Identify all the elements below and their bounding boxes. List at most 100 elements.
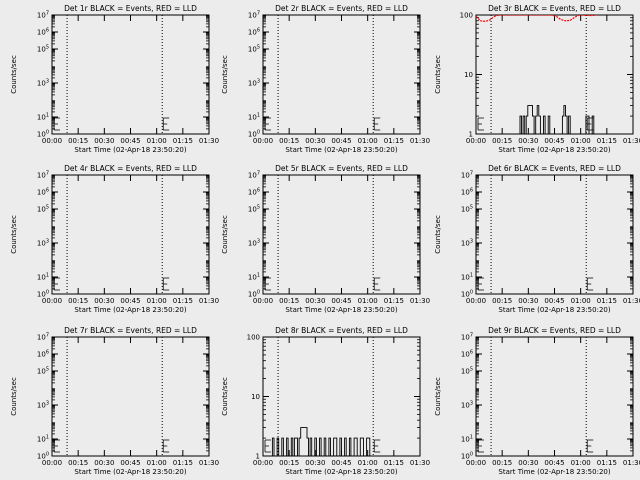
chart-panel: Det 4r BLACK = Events, RED = LLD 100 101 10…: [10, 164, 219, 314]
y-tick-label: 107: [461, 171, 473, 180]
x-tick-label: 00:30: [518, 459, 538, 467]
x-tick-label: 01:00: [147, 459, 167, 467]
event-marker: [373, 439, 381, 453]
chart-title: Det 7r BLACK = Events, RED = LLD: [64, 326, 197, 335]
y-tick-label: 101: [248, 273, 260, 282]
y-axis-label: Counts/sec: [10, 377, 18, 416]
x-axis-label: Start Time (02-Apr-18 23:50:20): [498, 468, 610, 476]
chart-title: Det 1r BLACK = Events, RED = LLD: [64, 4, 197, 13]
chart-title: Det 9r BLACK = Events, RED = LLD: [488, 326, 621, 335]
event-marker: [586, 439, 594, 453]
x-tick-label: 01:00: [147, 297, 167, 305]
x-tick-label: 00:00: [42, 137, 62, 145]
chart-title: Det 4r BLACK = Events, RED = LLD: [64, 164, 197, 173]
x-tick-label: 00:15: [68, 137, 88, 145]
y-tick-label: 105: [248, 205, 260, 214]
x-axis-label: Start Time (02-Apr-18 23:50:20): [498, 146, 610, 154]
x-tick-label: 00:30: [305, 297, 325, 305]
y-tick-label: 10: [464, 71, 473, 79]
x-tick-label: 00:45: [120, 137, 140, 145]
x-axis-label: Start Time (02-Apr-18 23:50:20): [285, 146, 397, 154]
chart-panel: Det 3r BLACK = Events, RED = LLD 1 10 100 00…: [434, 4, 640, 154]
x-axis-label: Start Time (02-Apr-18 23:50:20): [74, 306, 186, 314]
y-tick-label: 100: [37, 452, 49, 461]
x-tick-label: 00:30: [94, 297, 114, 305]
y-tick-label: 103: [248, 79, 260, 88]
events-series-line: [271, 427, 371, 456]
x-tick-label: 00:45: [331, 459, 351, 467]
x-tick-label: 00:45: [331, 297, 351, 305]
x-axis-label: Start Time (02-Apr-18 23:50:20): [498, 306, 610, 314]
y-axis-label: Counts/sec: [434, 55, 442, 94]
y-tick-label: 101: [461, 435, 473, 444]
x-axis-label: Start Time (02-Apr-18 23:50:20): [74, 146, 186, 154]
y-tick-label: 106: [37, 28, 49, 37]
x-axis-label: Start Time (02-Apr-18 23:50:20): [285, 468, 397, 476]
y-tick-label: 101: [37, 435, 49, 444]
x-tick-label: 00:00: [42, 459, 62, 467]
x-tick-label: 01:15: [384, 137, 404, 145]
x-tick-label: 01:30: [410, 297, 430, 305]
y-tick-label: 106: [37, 188, 49, 197]
event-marker: [53, 439, 60, 453]
event-marker: [373, 277, 381, 291]
plot-frame: [475, 174, 634, 295]
chart-title: Det 2r BLACK = Events, RED = LLD: [275, 4, 408, 13]
y-tick-label: 107: [37, 171, 49, 180]
x-tick-label: 00:00: [42, 297, 62, 305]
y-tick-label: 103: [37, 79, 49, 88]
event-marker: [586, 277, 594, 291]
y-axis-label: Counts/sec: [221, 55, 229, 94]
x-tick-label: 01:30: [623, 137, 640, 145]
x-tick-label: 00:45: [544, 297, 564, 305]
y-tick-label: 106: [248, 188, 260, 197]
x-axis-label: Start Time (02-Apr-18 23:50:20): [285, 306, 397, 314]
y-tick-label: 101: [461, 273, 473, 282]
chart-panel: Det 1r BLACK = Events, RED = LLD 100 101 10…: [10, 4, 219, 154]
plot-frame: [475, 14, 634, 135]
y-axis-label: Counts/sec: [10, 55, 18, 94]
y-tick-label: 100: [248, 290, 260, 299]
y-tick-label: 105: [37, 367, 49, 376]
x-tick-label: 00:30: [94, 137, 114, 145]
event-marker: [264, 277, 271, 291]
x-tick-label: 01:30: [199, 459, 219, 467]
y-tick-label: 105: [461, 367, 473, 376]
event-marker: [586, 117, 594, 131]
y-tick-label: 105: [37, 205, 49, 214]
x-tick-label: 00:00: [253, 459, 273, 467]
event-marker: [373, 117, 381, 131]
y-axis-label: Counts/sec: [10, 215, 18, 254]
chart-panel: Det 5r BLACK = Events, RED = LLD 100 101 10…: [221, 164, 430, 314]
x-tick-label: 00:15: [68, 459, 88, 467]
x-tick-label: 01:30: [199, 297, 219, 305]
x-tick-label: 00:15: [68, 297, 88, 305]
event-marker: [162, 277, 170, 291]
chart-title: Det 5r BLACK = Events, RED = LLD: [275, 164, 408, 173]
x-tick-label: 01:15: [384, 297, 404, 305]
y-tick-label: 103: [248, 239, 260, 248]
event-marker: [264, 117, 271, 131]
y-tick-label: 100: [37, 130, 49, 139]
x-tick-label: 00:15: [492, 137, 512, 145]
x-tick-label: 00:15: [492, 297, 512, 305]
x-tick-label: 00:15: [279, 297, 299, 305]
y-tick-label: 107: [248, 171, 260, 180]
x-tick-label: 01:15: [384, 459, 404, 467]
plot-frame: [51, 336, 210, 457]
plot-frame: [475, 336, 634, 457]
y-tick-label: 105: [461, 205, 473, 214]
event-marker: [477, 439, 484, 453]
y-tick-label: 107: [37, 333, 49, 342]
x-tick-label: 00:00: [253, 297, 273, 305]
event-marker: [477, 277, 484, 291]
y-tick-label: 103: [37, 401, 49, 410]
chart-panel: Det 8r BLACK = Events, RED = LLD 1 10 100 00…: [221, 326, 430, 476]
x-tick-label: 00:45: [120, 459, 140, 467]
y-tick-label: 103: [37, 239, 49, 248]
x-tick-label: 00:30: [518, 137, 538, 145]
x-axis-label: Start Time (02-Apr-18 23:50:20): [74, 468, 186, 476]
y-tick-label: 100: [461, 290, 473, 299]
x-tick-label: 01:00: [571, 459, 591, 467]
x-tick-label: 01:30: [410, 459, 430, 467]
